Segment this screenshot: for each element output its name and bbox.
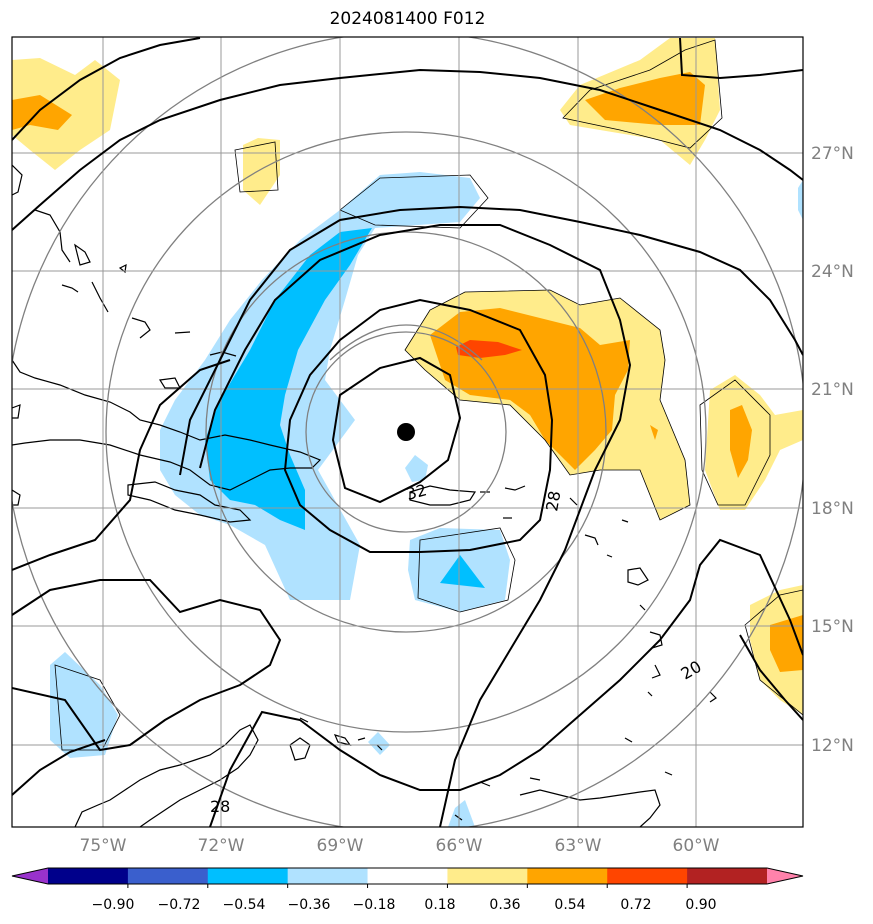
colorbar-label-3: −0.36 [288,897,331,913]
colorbar-segment-0 [48,868,129,884]
lon-label-69w: 69°W [317,836,364,856]
colorbar [11,867,804,888]
lon-label-60w: 60°W [673,836,720,856]
colorbar-segment-8 [687,868,768,884]
colorbar-segment-4 [367,868,448,884]
contour-labels: 28 32 28 20 [210,480,705,816]
map-title: 2024081400 F012 [329,9,486,29]
colorbar-extend-high [767,868,803,884]
lon-label-66w: 66°W [436,836,483,856]
lat-label-18n: 18°N [811,499,854,519]
range-rings [12,37,803,827]
contour-label-32: 32 [404,480,429,504]
lon-label-63w: 63°W [555,836,602,856]
lat-label-15n: 15°N [811,617,854,637]
colorbar-segment-6 [527,868,608,884]
contour-label-28-south: 28 [210,797,230,816]
map-frame [11,36,804,828]
colorbar-segment-7 [607,868,688,884]
contour-label-28: 28 [542,489,564,512]
colorbar-label-8: 0.72 [620,897,651,913]
lon-label-75w: 75°W [80,836,127,856]
colorbar-label-0: −0.90 [92,897,135,913]
storm-center-marker [397,423,415,441]
colorbar-label-5: 0.18 [424,897,455,913]
gridlines [12,37,803,827]
latitude-labels: 27°N 24°N 21°N 18°N 15°N 12°N [811,144,854,756]
colorbar-outline [11,867,804,885]
colorbar-extend-low [12,868,48,884]
colorbar-label-7: 0.54 [554,897,585,913]
longitude-labels: 75°W 72°W 69°W 66°W 63°W 60°W [80,836,720,856]
lat-label-24n: 24°N [811,262,854,282]
lat-label-27n: 27°N [811,144,854,164]
lon-label-72w: 72°W [198,836,245,856]
colorbar-segment-1 [127,868,209,884]
colorbar-segment-3 [287,868,369,884]
lat-label-12n: 12°N [811,736,854,756]
colorbar-label-9: 0.90 [685,897,716,913]
colorbar-segment-5 [447,868,528,884]
height-contours [12,37,803,827]
colorbar-label-6: 0.36 [489,897,520,913]
coastlines [12,164,717,827]
colorbar-label-2: −0.54 [223,897,266,913]
shaded-negative-mid [205,228,485,588]
shaded-positive-strong [456,340,522,358]
colorbar-labels: −0.90 −0.72 −0.54 −0.36 −0.18 0.18 0.36 … [92,897,717,913]
colorbar-label-4: −0.18 [353,897,396,913]
colorbar-label-1: −0.72 [158,897,201,913]
shaded-outlines [54,39,803,751]
colorbar-segment-2 [207,868,289,884]
lat-label-21n: 21°N [811,380,854,400]
